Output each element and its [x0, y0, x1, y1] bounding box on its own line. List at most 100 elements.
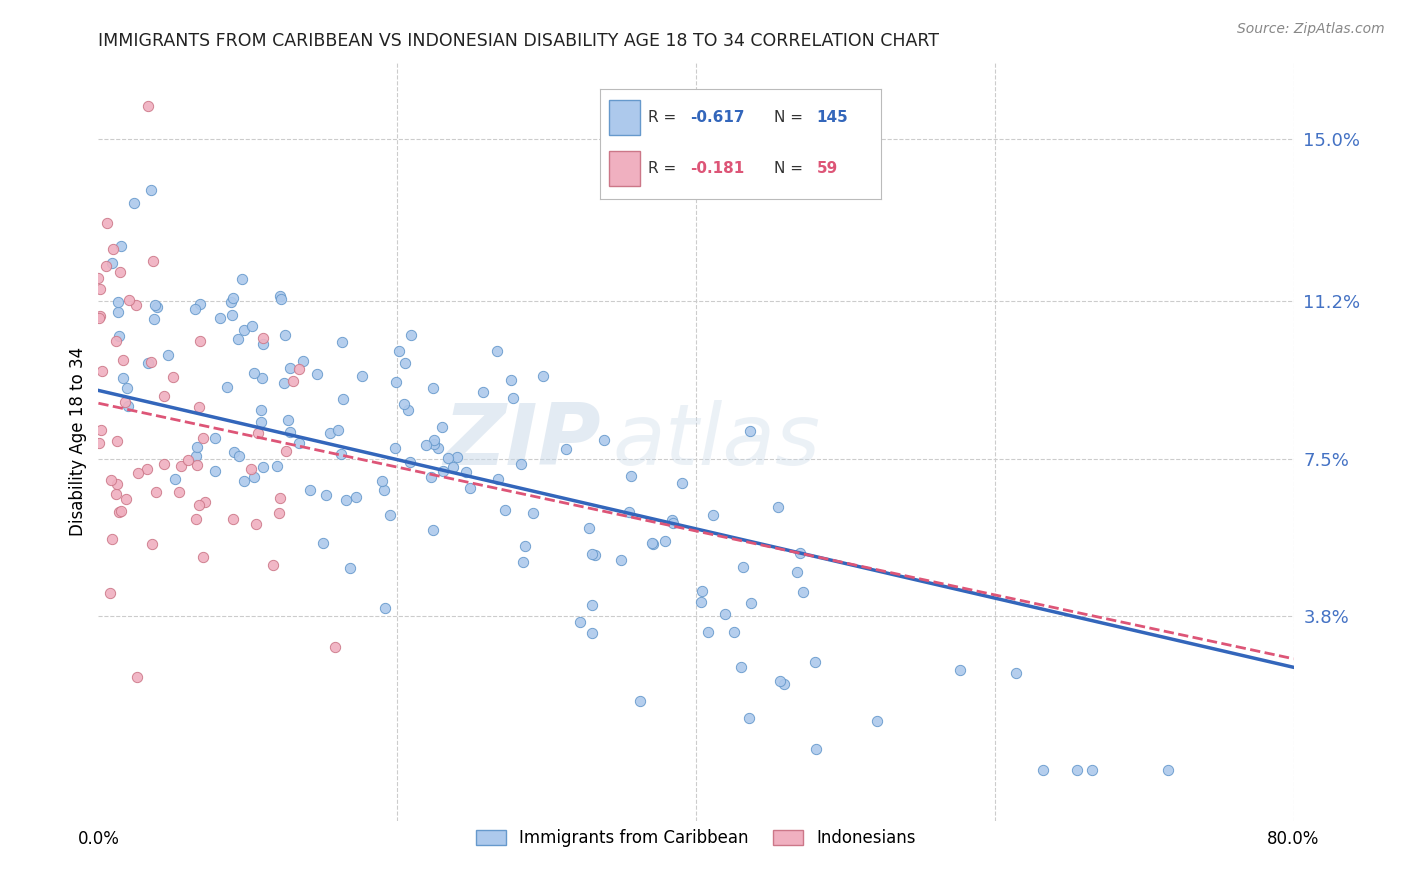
Point — [269, 491, 291, 505]
Point — [266, 458, 288, 473]
Point — [420, 470, 443, 484]
Point — [299, 483, 322, 497]
Point — [114, 395, 136, 409]
Point — [226, 332, 249, 346]
Point — [697, 625, 720, 640]
Point — [344, 491, 367, 505]
Point — [89, 311, 111, 326]
Point — [766, 500, 789, 514]
Point — [252, 337, 274, 351]
Point — [661, 512, 683, 526]
Point — [221, 308, 243, 322]
Point — [610, 553, 633, 567]
Point — [127, 466, 149, 480]
Point — [398, 455, 420, 469]
Point — [157, 348, 180, 362]
Point — [267, 507, 290, 521]
Point — [111, 371, 134, 385]
Point — [125, 670, 148, 684]
Point — [292, 353, 315, 368]
Point — [423, 436, 446, 450]
Text: atlas: atlas — [613, 400, 820, 483]
Point — [231, 272, 253, 286]
Point — [1066, 763, 1088, 777]
Point — [581, 626, 603, 640]
Point — [723, 624, 745, 639]
Point — [87, 271, 110, 285]
Point — [224, 445, 246, 459]
Point — [422, 381, 444, 395]
Point — [332, 392, 354, 407]
Point — [187, 400, 209, 414]
Point — [101, 532, 124, 546]
Point — [422, 523, 444, 537]
Point — [204, 431, 226, 445]
Point — [184, 301, 207, 316]
Point — [153, 458, 176, 472]
Point — [415, 438, 437, 452]
Point — [170, 459, 193, 474]
Point — [221, 295, 243, 310]
Point — [104, 486, 127, 500]
Point — [91, 363, 114, 377]
Point — [628, 694, 651, 708]
Point — [330, 334, 353, 349]
Point — [578, 521, 600, 535]
Point — [107, 295, 129, 310]
Point — [90, 423, 112, 437]
Text: ZIP: ZIP — [443, 400, 600, 483]
Point — [135, 462, 157, 476]
Point — [510, 458, 533, 472]
Point — [108, 265, 131, 279]
Point — [287, 361, 309, 376]
Point — [215, 380, 238, 394]
Point — [866, 714, 889, 728]
Point — [305, 367, 328, 381]
Point — [277, 413, 299, 427]
Point — [373, 483, 395, 498]
Point — [385, 375, 408, 389]
Point — [141, 537, 163, 551]
Point — [949, 663, 972, 677]
Point — [569, 615, 592, 629]
Point — [187, 498, 209, 512]
Point — [193, 431, 215, 445]
Point — [690, 583, 713, 598]
Point — [315, 488, 337, 502]
Point — [769, 674, 792, 689]
Point — [247, 426, 270, 441]
Point — [222, 291, 245, 305]
Point — [1032, 763, 1054, 777]
Point — [323, 640, 346, 654]
Legend: Immigrants from Caribbean, Indonesians: Immigrants from Caribbean, Indonesians — [470, 822, 922, 854]
Point — [112, 352, 135, 367]
Point — [125, 298, 148, 312]
Point — [153, 389, 176, 403]
Point — [228, 449, 250, 463]
Point — [269, 289, 291, 303]
Point — [245, 516, 267, 531]
Point — [494, 503, 516, 517]
Point — [270, 292, 292, 306]
Point — [690, 595, 713, 609]
Point — [98, 586, 121, 600]
Point — [110, 239, 132, 253]
Point — [136, 99, 159, 113]
Point — [371, 474, 394, 488]
Point — [232, 474, 254, 488]
Point — [100, 473, 122, 487]
Point — [136, 356, 159, 370]
Point — [792, 585, 814, 599]
Point — [232, 323, 254, 337]
Point — [437, 451, 460, 466]
Point — [122, 195, 145, 210]
Point — [620, 469, 643, 483]
Point — [581, 599, 603, 613]
Point — [803, 655, 825, 669]
Point — [184, 511, 207, 525]
Point — [162, 369, 184, 384]
Point — [108, 328, 131, 343]
Point — [773, 677, 796, 691]
Point — [1081, 763, 1104, 777]
Point — [654, 533, 676, 548]
